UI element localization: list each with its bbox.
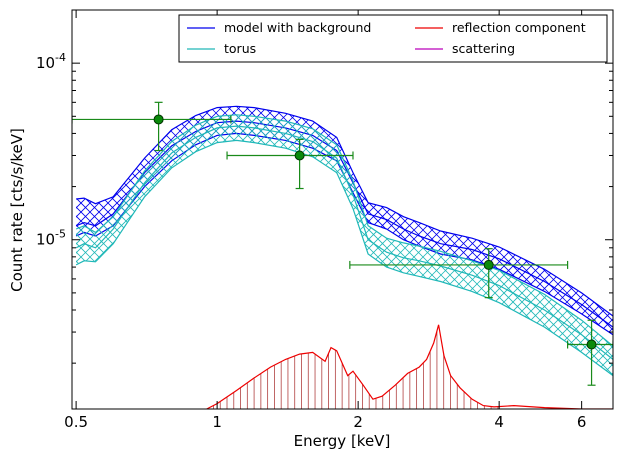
legend-label-scattering: scattering: [452, 41, 515, 56]
band-upper-model-with-background: [76, 105, 613, 317]
hatch-line: [183, 106, 613, 335]
data-point-2: [226, 138, 354, 190]
y-tick-label: 10-5: [36, 228, 66, 249]
x-axis-label: Energy [keV]: [294, 432, 391, 450]
legend-label-model: model with background: [224, 20, 371, 35]
plot-frame: [71, 9, 614, 410]
x-tick-label: 0.5: [64, 413, 88, 431]
series-reflection-component: [206, 324, 613, 409]
hatch-line: [165, 106, 613, 335]
legend-label-reflection: reflection component: [452, 20, 586, 35]
x-tick-label: 6: [577, 413, 587, 431]
data-marker: [483, 259, 494, 270]
hatch-line: [0, 0, 5, 459]
data-layer: [72, 101, 613, 386]
band-lower-model-with-background: [75, 132, 613, 336]
y-axis-label: Count rate [cts/s/keV]: [8, 128, 26, 292]
y-tick-label: 10-4: [36, 51, 66, 72]
band-lower-torus: [75, 139, 613, 377]
data-marker: [153, 114, 164, 125]
hatch-line: [192, 106, 613, 335]
legend: model with background reflection compone…: [178, 14, 608, 63]
hatch-line: [616, 0, 624, 459]
hatch-line: [0, 0, 5, 459]
band-center-torus: [75, 125, 613, 360]
legend-label-torus: torus: [224, 41, 256, 56]
hatch-line: [76, 114, 348, 376]
hatch-line: [0, 0, 5, 459]
data-point-4: [567, 319, 613, 386]
data-point-1: [72, 101, 232, 152]
hatch-line: [138, 114, 600, 376]
reflection-line: [206, 324, 613, 409]
data-point-3: [349, 248, 569, 299]
hatch-line: [0, 0, 5, 459]
data-marker: [294, 150, 305, 161]
plot-area: [72, 10, 613, 409]
hatch-line: [76, 114, 339, 376]
legend-box: [178, 14, 608, 63]
x-tick-label: 1: [212, 413, 222, 431]
hatch-line: [76, 114, 312, 376]
band-upper-torus: [75, 114, 613, 347]
hatch-line: [616, 0, 624, 459]
x-tick-label: 2: [353, 413, 363, 431]
data-marker: [586, 339, 597, 350]
hatch-line: [201, 106, 613, 335]
hatch-line: [616, 0, 624, 459]
hatch-line: [76, 114, 321, 376]
x-tick-label: 4: [494, 413, 504, 431]
hatch-line: [616, 0, 624, 459]
